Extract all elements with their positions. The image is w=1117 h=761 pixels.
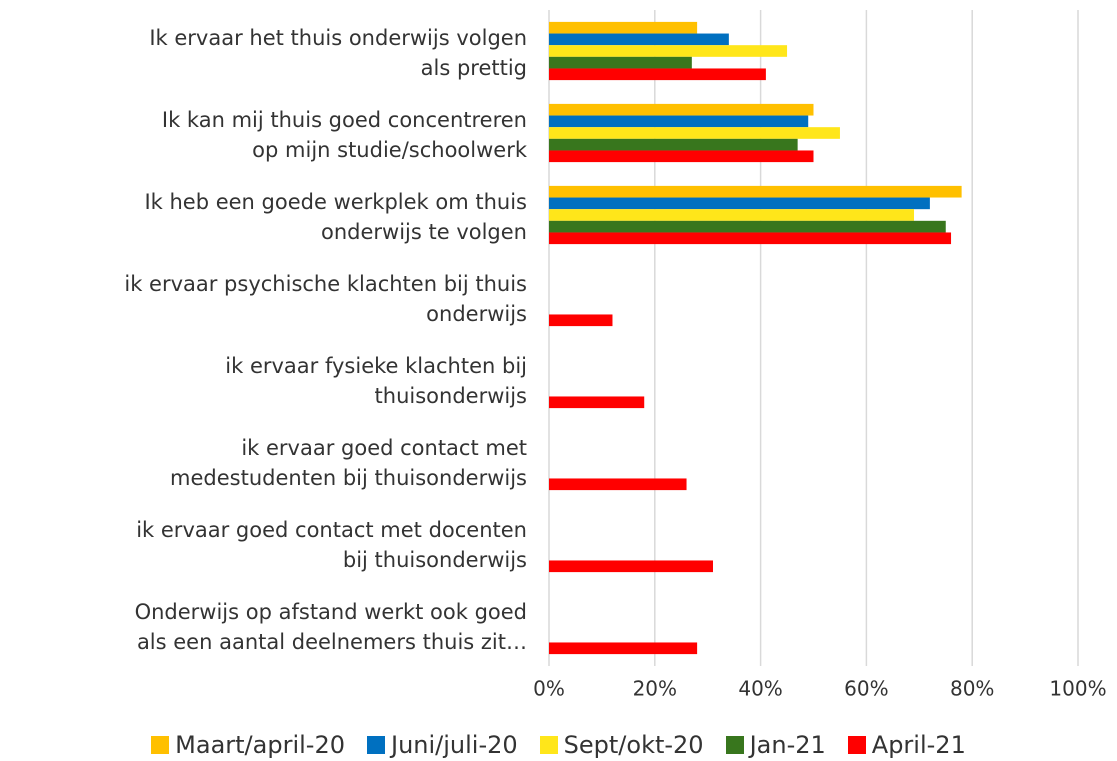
category-label: ik ervaar goed contact met docenten bij … [136,518,527,572]
legend-swatch [847,736,866,754]
x-tick-label: 80% [950,677,994,701]
legend-item: Sept/okt-20 [539,731,704,759]
bar [549,45,788,57]
bar [549,232,952,245]
category-label: Ik ervaar het thuis onderwijs volgen als… [149,26,527,80]
bar [549,56,692,69]
category-label: ik ervaar goed contact met medestudenten… [170,436,527,490]
x-tick-label: 100% [1049,677,1106,701]
bar [549,33,729,46]
bar [549,209,915,221]
legend-swatch [725,736,744,754]
bar [549,115,809,128]
bar [549,642,698,655]
bar [549,220,946,233]
legend-item: Juni/juli-20 [366,731,518,759]
legend-label: April-21 [871,731,966,759]
bar [549,21,698,34]
x-tick-label: 60% [844,677,888,701]
legend-item: April-21 [847,731,966,759]
bar [549,68,766,81]
legend-swatch [366,736,385,754]
legend-label: Juni/juli-20 [390,731,518,759]
category-label: Ik kan mij thuis goed concentreren op mi… [161,108,527,162]
category-label: Ik heb een goede werkplek om thuis onder… [144,190,527,244]
bar [549,150,814,163]
legend-label: Maart/april-20 [175,731,345,759]
legend: Maart/april-20 Juni/juli-20 Sept/okt-20 Jan… [0,728,1117,761]
x-tick-label: 40% [738,677,782,701]
x-tick-label: 20% [633,677,677,701]
legend-swatch [151,736,170,754]
legend-item: Maart/april-20 [151,731,345,759]
legend-item: Jan-21 [725,731,826,759]
legend-swatch [539,736,558,754]
category-label: ik ervaar psychische klachten bij thuis … [124,272,527,326]
legend-label: Jan-21 [749,731,826,759]
bar [549,560,713,573]
bar [549,138,798,151]
bar [549,197,930,210]
bar [549,127,840,139]
bar [549,396,645,409]
bar [549,314,613,327]
legend-label: Sept/okt-20 [563,731,704,759]
bar [549,478,687,491]
bar [549,103,814,116]
category-label: Onderwijs op afstand werkt ook goed als … [134,600,527,654]
bar [549,185,962,198]
x-tick-label: 0% [533,677,565,701]
category-label: ik ervaar fysieke klachten bij thuisonde… [225,354,527,408]
